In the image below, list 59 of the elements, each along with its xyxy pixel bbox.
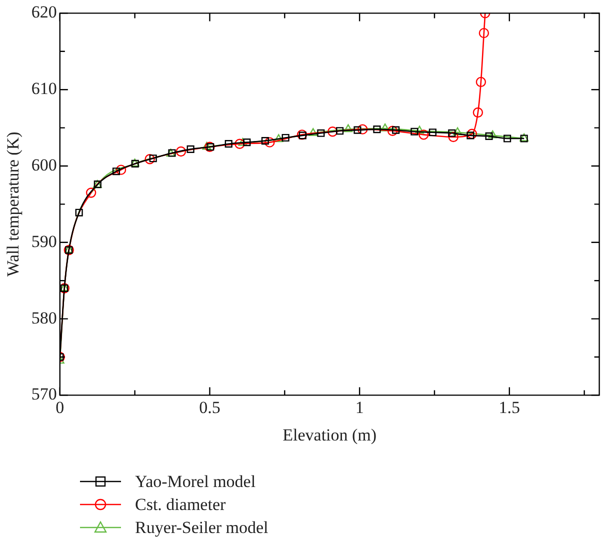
y-tick-label: 570 xyxy=(31,384,57,404)
point xyxy=(373,126,381,134)
point xyxy=(186,145,194,153)
x-axis-title: Elevation (m) xyxy=(282,425,377,444)
point xyxy=(488,130,498,138)
x-tick-label: 1.5 xyxy=(498,398,520,417)
y-tick-label: 580 xyxy=(31,308,57,328)
point xyxy=(308,128,318,136)
legend-label: Ruyer-Seiler model xyxy=(135,518,268,538)
legend-label: Cst. diameter xyxy=(135,494,226,514)
point xyxy=(224,140,232,148)
point xyxy=(144,154,155,164)
point xyxy=(149,154,157,162)
point xyxy=(327,126,338,137)
x-tick-label: 0.5 xyxy=(199,398,220,417)
point xyxy=(478,28,490,38)
point xyxy=(261,137,269,145)
point xyxy=(466,128,478,140)
legend-label: Yao-Morel model xyxy=(135,472,256,492)
point xyxy=(387,126,398,136)
point xyxy=(264,137,275,148)
point xyxy=(476,76,486,88)
point xyxy=(357,124,368,134)
point xyxy=(466,132,474,140)
point xyxy=(485,132,493,140)
point xyxy=(504,134,512,142)
y-tick-label: 590 xyxy=(31,232,57,251)
point xyxy=(112,168,120,176)
point xyxy=(238,138,248,146)
y-tick-label: 600 xyxy=(31,155,57,174)
point xyxy=(410,128,418,136)
point xyxy=(168,149,176,157)
point xyxy=(75,208,83,216)
point xyxy=(234,138,245,149)
point xyxy=(336,127,344,135)
point xyxy=(116,164,126,175)
point xyxy=(428,128,436,136)
y-axis-title: Wall temperature (K) xyxy=(4,132,23,277)
point xyxy=(418,130,429,140)
point xyxy=(415,126,424,134)
point xyxy=(202,142,212,150)
point xyxy=(282,134,290,142)
point xyxy=(472,107,484,118)
point xyxy=(448,129,456,137)
point xyxy=(176,146,186,157)
point xyxy=(354,126,362,134)
point xyxy=(317,129,325,137)
x-tick-label: 0 xyxy=(56,398,64,417)
point xyxy=(344,124,353,132)
point xyxy=(380,123,390,132)
point xyxy=(243,138,251,146)
point xyxy=(86,188,96,198)
x-tick-label: 1 xyxy=(355,398,364,417)
y-tick-label: 620 xyxy=(31,2,57,22)
point xyxy=(392,126,400,134)
point xyxy=(274,134,284,142)
y-tick-label: 610 xyxy=(31,79,57,98)
point xyxy=(448,132,458,142)
point xyxy=(453,127,462,136)
